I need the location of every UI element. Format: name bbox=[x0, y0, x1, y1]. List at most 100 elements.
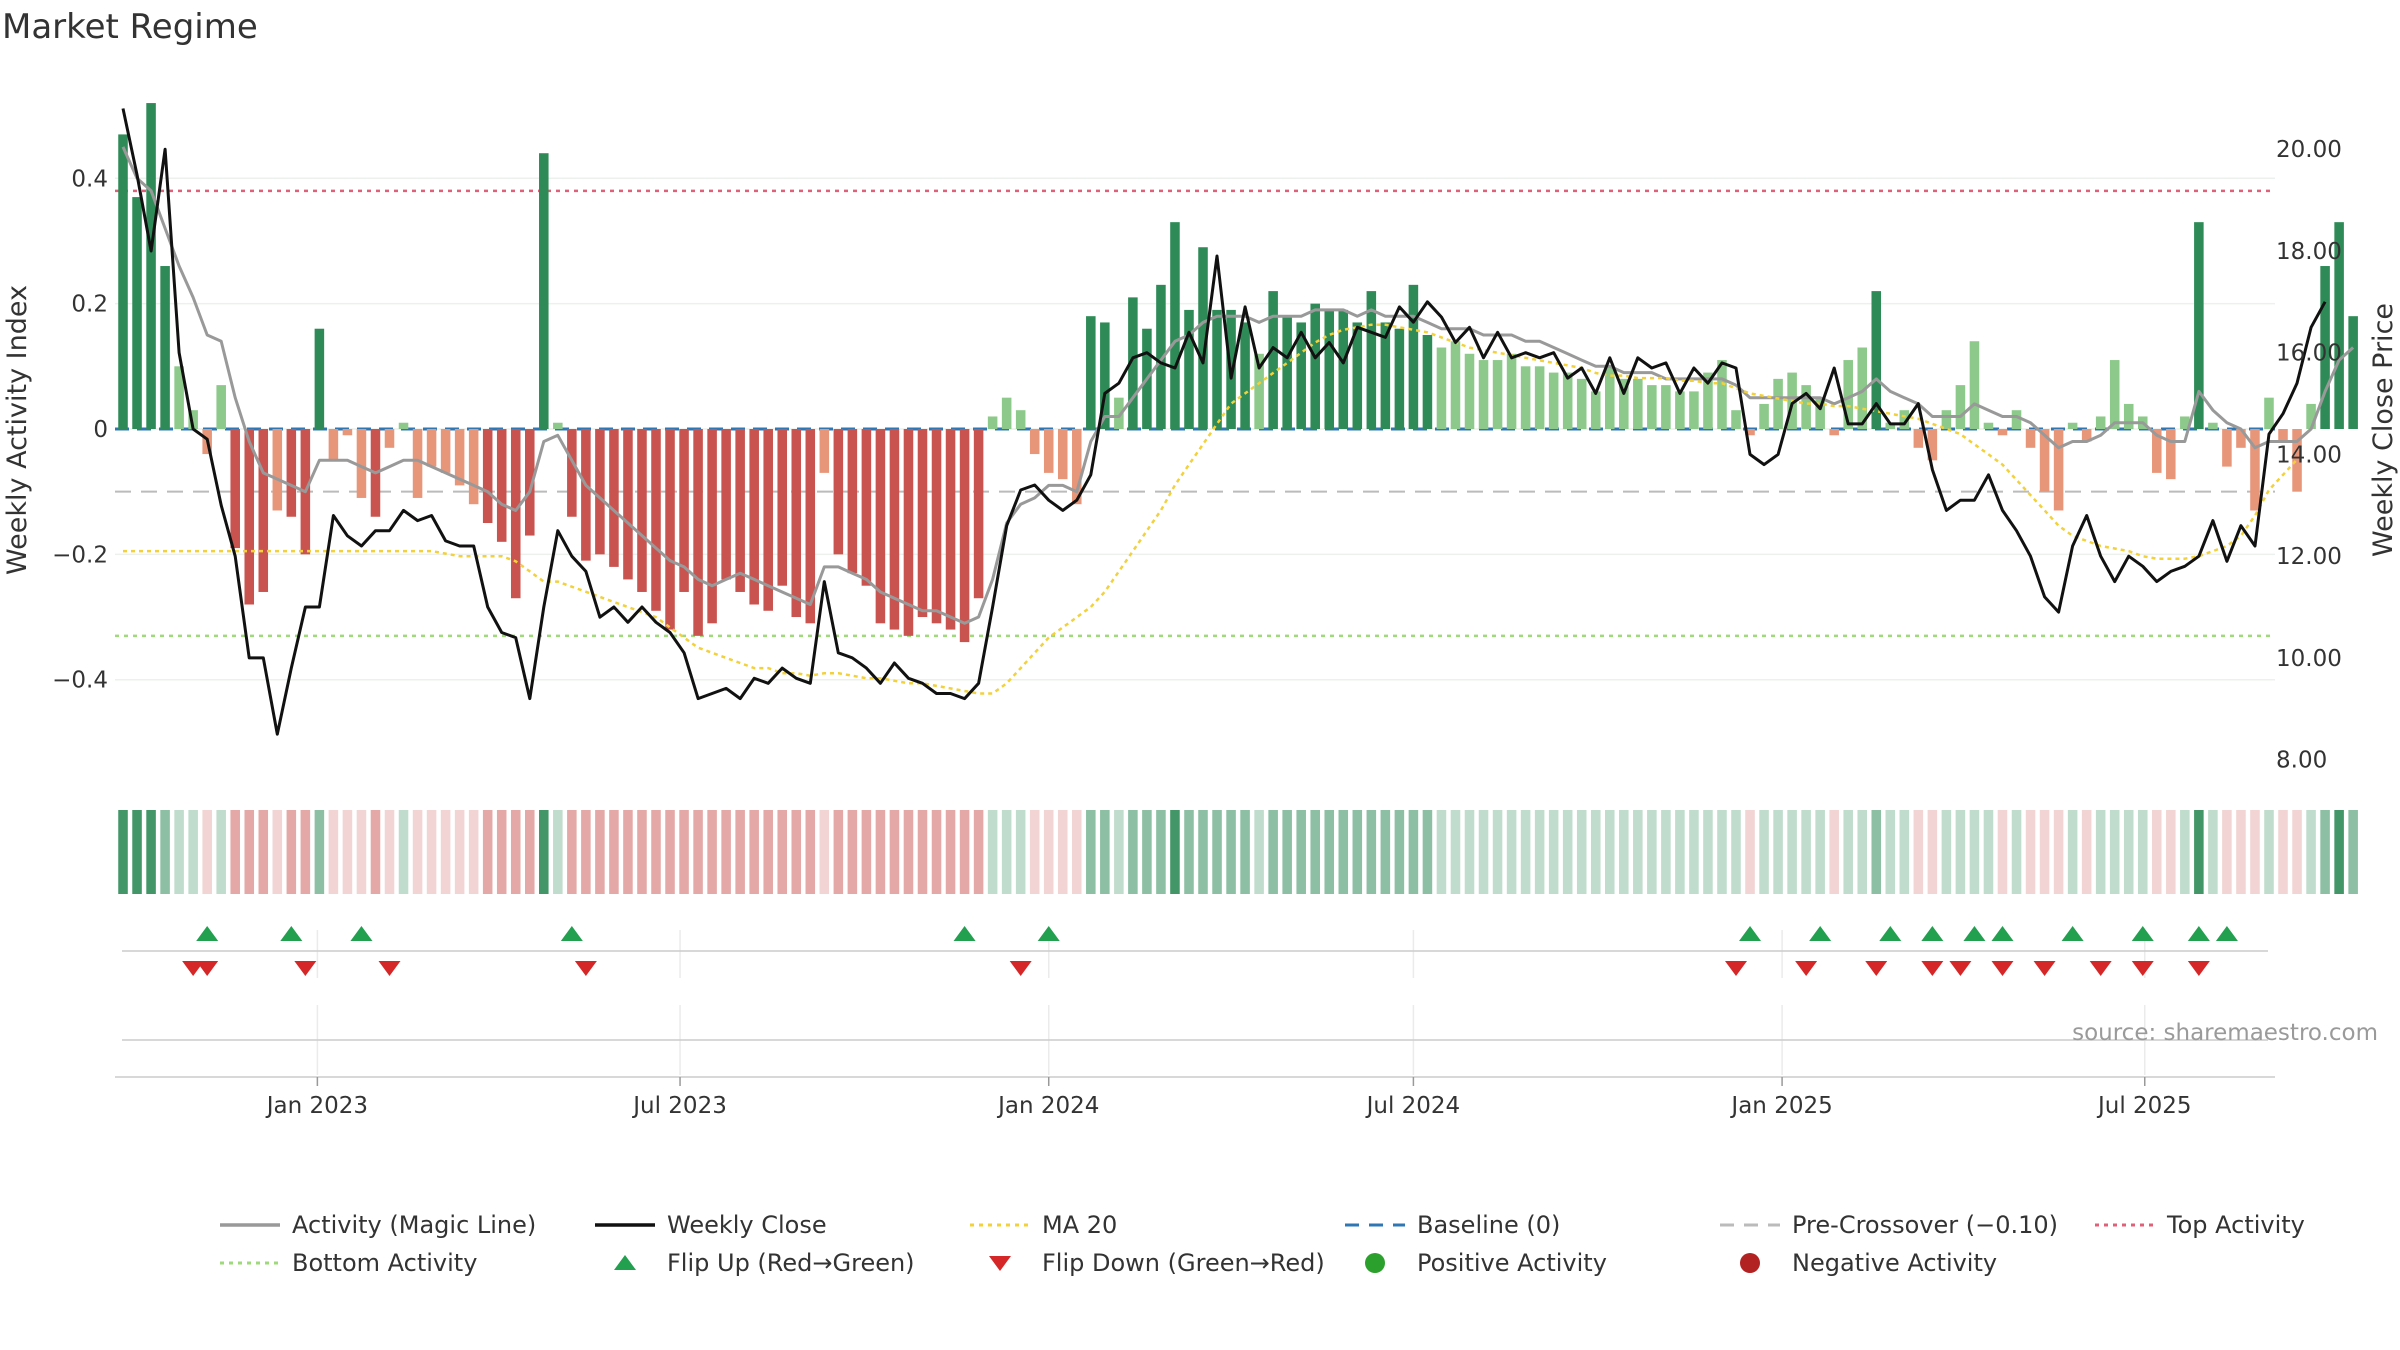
legend-label: Negative Activity bbox=[1792, 1249, 1997, 1277]
activity-bar bbox=[258, 429, 269, 592]
activity-bar bbox=[1997, 429, 2008, 436]
regime-cell bbox=[510, 810, 521, 894]
regime-cell bbox=[1156, 810, 1166, 894]
activity-bar bbox=[1029, 429, 1040, 455]
flip-down-marker bbox=[182, 961, 205, 976]
y-left-tick-label: 0.2 bbox=[71, 292, 108, 318]
x-tick-label: Jan 2024 bbox=[996, 1093, 1099, 1119]
regime-cell bbox=[931, 810, 942, 894]
regime-cell bbox=[2166, 810, 2176, 894]
flip-down-marker bbox=[2187, 961, 2210, 976]
regime-cell bbox=[1969, 810, 1980, 894]
regime-cell bbox=[973, 810, 984, 894]
legend-item-posdot: Positive Activity bbox=[1365, 1249, 1607, 1277]
activity-bar bbox=[791, 429, 802, 618]
regime-cell bbox=[440, 810, 451, 894]
regime-cell bbox=[1787, 810, 1797, 894]
activity-bar bbox=[1843, 360, 1853, 429]
regime-cell bbox=[1576, 810, 1587, 894]
regime-cell bbox=[342, 810, 353, 894]
regime-cell bbox=[1843, 810, 1853, 894]
regime-cell bbox=[1703, 810, 1713, 894]
regime-cell bbox=[2194, 810, 2204, 894]
activity-bar bbox=[987, 416, 998, 429]
regime-cell bbox=[1128, 810, 1138, 894]
regime-cell bbox=[1450, 810, 1461, 894]
flip-up-marker bbox=[1991, 926, 2014, 941]
regime-cell bbox=[2039, 810, 2050, 894]
flip-up-marker bbox=[953, 926, 976, 941]
x-tick-label: Jul 2023 bbox=[631, 1093, 727, 1119]
regime-cell bbox=[300, 810, 311, 894]
activity-bar bbox=[1506, 353, 1517, 429]
flip-down-marker bbox=[1795, 961, 1818, 976]
regime-cell bbox=[230, 810, 240, 894]
activity-bar bbox=[272, 429, 283, 511]
activity-bar bbox=[1773, 378, 1783, 429]
flip-up-marker bbox=[1037, 926, 1060, 941]
regime-cell bbox=[216, 810, 226, 894]
activity-bar bbox=[721, 429, 731, 580]
activity-bar bbox=[2053, 429, 2064, 511]
activity-bar bbox=[1548, 372, 1559, 429]
regime-cell bbox=[2236, 810, 2246, 894]
activity-bar bbox=[2123, 403, 2134, 429]
x-tick-label: Jan 2023 bbox=[265, 1093, 368, 1119]
activity-bar bbox=[174, 366, 184, 429]
activity-bar bbox=[1829, 429, 1839, 436]
regime-cell bbox=[1254, 810, 1264, 894]
activity-bar bbox=[1128, 297, 1138, 429]
flip-up-marker bbox=[1809, 926, 1832, 941]
regime-cell bbox=[1324, 810, 1335, 894]
activity-bar bbox=[244, 429, 255, 605]
y-left-tick-label: 0 bbox=[93, 417, 108, 443]
regime-cell bbox=[2250, 810, 2260, 894]
axes: −0.4 −0.2 0 0.2 0.4 8.00 10.00 12.00 14.00 16.00 1… bbox=[2, 137, 2399, 773]
flip-markers bbox=[122, 926, 2268, 976]
activity-bar bbox=[286, 429, 297, 517]
regime-cell bbox=[1436, 810, 1447, 894]
regime-cell bbox=[1086, 810, 1096, 894]
regime-cell bbox=[1759, 810, 1769, 894]
regime-cell bbox=[2222, 810, 2232, 894]
regime-cell bbox=[1534, 810, 1545, 894]
regime-cell bbox=[567, 810, 577, 894]
legend-label: Baseline (0) bbox=[1417, 1211, 1560, 1239]
regime-cell bbox=[1520, 810, 1531, 894]
regime-cell bbox=[1408, 810, 1419, 894]
activity-bar bbox=[2180, 416, 2190, 429]
activity-bar bbox=[1408, 284, 1419, 429]
y-left-tick-label: −0.2 bbox=[52, 542, 108, 568]
activity-bar bbox=[805, 429, 816, 624]
activity-bar bbox=[1268, 291, 1278, 429]
activity-bar bbox=[1478, 360, 1489, 429]
activity-bar bbox=[1885, 422, 1896, 429]
activity-bar bbox=[1731, 410, 1741, 429]
regime-cell bbox=[637, 810, 647, 894]
flip-up-marker bbox=[560, 926, 583, 941]
activity-bar bbox=[1001, 397, 1012, 429]
activity-bar bbox=[2236, 429, 2246, 448]
activity-bar bbox=[1576, 378, 1587, 429]
y-right-tick-label: 20.00 bbox=[2276, 137, 2342, 163]
regime-cell bbox=[1773, 810, 1783, 894]
regime-cell bbox=[384, 810, 395, 894]
activity-bar bbox=[440, 429, 451, 473]
flip-up-marker bbox=[2187, 926, 2210, 941]
regime-cell bbox=[553, 810, 563, 894]
regime-cell bbox=[1029, 810, 1040, 894]
flip-down-marker bbox=[1921, 961, 1944, 976]
flip-up-marker bbox=[1879, 926, 1902, 941]
activity-bar bbox=[1464, 353, 1475, 429]
regime-cell bbox=[581, 810, 591, 894]
regime-cell bbox=[1296, 810, 1306, 894]
activity-bar bbox=[454, 429, 465, 486]
regime-cell bbox=[2348, 810, 2358, 894]
ma20-line bbox=[123, 323, 2298, 695]
activity-bar bbox=[314, 328, 325, 429]
activity-bar bbox=[1857, 347, 1868, 429]
y-right-tick-label: 18.00 bbox=[2276, 239, 2342, 265]
flip-up-marker bbox=[280, 926, 303, 941]
activity-bar bbox=[553, 422, 563, 429]
regime-cell bbox=[735, 810, 745, 894]
